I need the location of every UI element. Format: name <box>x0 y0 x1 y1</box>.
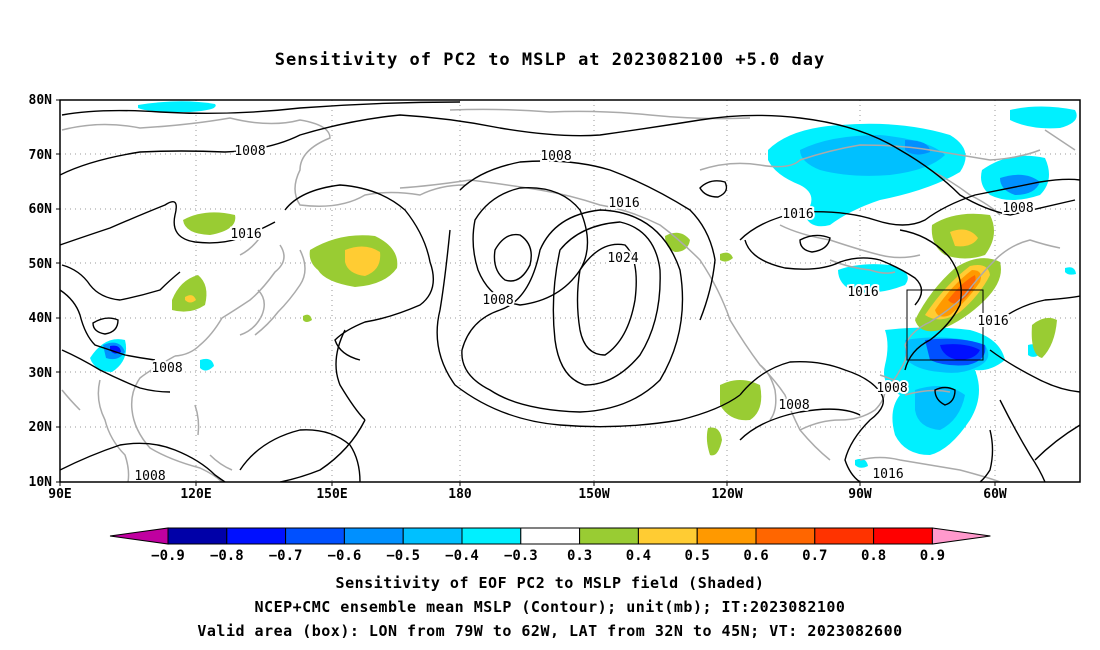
chart-title: Sensitivity of PC2 to MSLP at 2023082100… <box>274 50 826 70</box>
lat-label: 60N <box>29 202 53 217</box>
contour-label: 1008 <box>1002 201 1033 216</box>
lat-label: 20N <box>29 420 53 435</box>
colorbar-segment <box>873 527 933 545</box>
contour-label: 1008 <box>234 144 265 159</box>
contour-label: 1024 <box>607 251 638 266</box>
contour-label: 1016 <box>977 314 1008 329</box>
lat-label: 30N <box>29 366 53 381</box>
colorbar-tick-label: −0.7 <box>269 548 303 564</box>
contour-label: 1008 <box>151 361 182 376</box>
lat-label: 80N <box>29 93 53 108</box>
colorbar-tick-label: −0.9 <box>151 548 185 564</box>
contour-label: 1016 <box>847 285 878 300</box>
colorbar-tick-label: −0.8 <box>210 548 244 564</box>
colorbar-segment <box>343 527 404 545</box>
caption-line-1: Sensitivity of EOF PC2 to MSLP field (Sh… <box>335 574 765 592</box>
plot-frame <box>59 99 1081 483</box>
colorbar-segment <box>167 527 228 545</box>
lon-label: 120W <box>711 487 742 502</box>
colorbar-tick-label: −0.5 <box>386 548 420 564</box>
contour-labels: 1008 1008 1008 1008 1008 1008 1008 1008 … <box>132 142 1035 484</box>
lon-label: 150W <box>578 487 609 502</box>
lon-label: 120E <box>180 487 211 502</box>
contour-label: 1008 <box>540 149 571 164</box>
mslp-contours <box>60 101 1080 482</box>
lon-label: 150E <box>316 487 347 502</box>
lon-label: 180 <box>448 487 472 502</box>
colorbar-segment <box>226 527 287 545</box>
colorbar-ticks: −0.9 −0.8 −0.7 −0.6 −0.5 −0.4 −0.3 0.3 0.4 0.5 0.6… <box>151 548 945 564</box>
colorbar-tick-label: 0.8 <box>861 548 886 564</box>
lat-label: 70N <box>29 148 53 163</box>
valid-area-box <box>906 289 984 361</box>
contour-label: 1008 <box>876 381 907 396</box>
colorbar-tick-label: 0.9 <box>920 548 945 564</box>
lat-label: 10N <box>29 475 53 490</box>
contour-label: 1008 <box>134 469 165 484</box>
longitude-labels: 90E 120E 150E 180 150W 120W 90W 60W <box>48 487 1007 502</box>
gridlines <box>60 100 1080 482</box>
contour-label: 1008 <box>482 293 513 308</box>
colorbar-arrow-low <box>109 527 169 545</box>
colorbar-tick-label: 0.3 <box>567 548 592 564</box>
contour-label: 1016 <box>608 196 639 211</box>
contour-label: 1016 <box>872 467 903 482</box>
lon-label: 90W <box>848 487 872 502</box>
coastlines <box>61 108 1076 482</box>
colorbar-tick-label: 0.6 <box>743 548 768 564</box>
colorbar-segment <box>637 527 698 545</box>
colorbar-arrow-high <box>931 527 991 545</box>
colorbar-tick-label: 0.7 <box>802 548 827 564</box>
contour-label: 1016 <box>230 227 261 242</box>
colorbar <box>109 527 991 545</box>
colorbar-segment <box>579 527 639 545</box>
colorbar-tick-label: 0.4 <box>626 548 651 564</box>
lat-label: 50N <box>29 257 53 272</box>
colorbar-segment <box>814 527 875 545</box>
colorbar-segment <box>520 527 581 545</box>
colorbar-segment <box>696 527 757 545</box>
axis-ticks <box>56 99 996 486</box>
colorbar-tick-label: −0.6 <box>328 548 362 564</box>
colorbar-tick-label: −0.3 <box>504 548 538 564</box>
colorbar-segment <box>285 527 345 545</box>
latitude-labels: 80N 70N 60N 50N 40N 30N 20N 10N <box>29 93 53 490</box>
lat-label: 40N <box>29 311 53 326</box>
caption-line-2: NCEP+CMC ensemble mean MSLP (Contour); u… <box>254 598 846 616</box>
colorbar-segment <box>402 527 463 545</box>
caption-line-3: Valid area (box): LON from 79W to 62W, L… <box>197 622 903 640</box>
contour-label: 1016 <box>782 207 813 222</box>
contour-label: 1008 <box>778 398 809 413</box>
lon-label: 60W <box>983 487 1007 502</box>
lon-label: 90E <box>48 487 71 502</box>
colorbar-tick-label: 0.5 <box>685 548 710 564</box>
colorbar-tick-label: −0.4 <box>445 548 479 564</box>
colorbar-segment <box>755 527 816 545</box>
colorbar-segment <box>461 527 522 545</box>
